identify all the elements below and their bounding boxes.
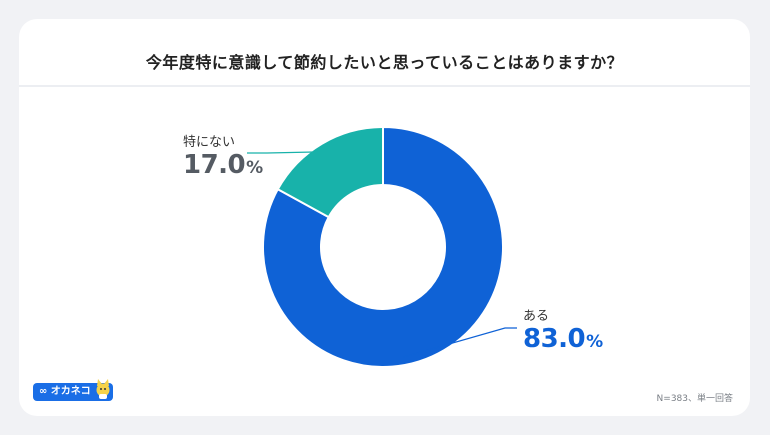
slice-label-yes: ある bbox=[523, 309, 550, 324]
label-yes: ある 83.0% bbox=[523, 305, 603, 354]
donut-chart bbox=[247, 125, 517, 368]
slice-value-none: 17.0% bbox=[183, 150, 263, 180]
title-divider bbox=[19, 85, 750, 87]
chart-title: 今年度特に意識して節約したいと思っていることはありますか？ bbox=[145, 53, 624, 72]
sample-note: N=383、単一回答 bbox=[656, 394, 733, 404]
leader-line-yes bbox=[403, 327, 517, 358]
logo-text: ∞ オカネコ bbox=[39, 386, 91, 397]
cat-mascot-icon bbox=[96, 379, 110, 399]
donut-slice-yes bbox=[262, 125, 504, 368]
slice-value-yes: 83.0% bbox=[523, 324, 603, 354]
slice-label-none: 特にない bbox=[183, 135, 236, 150]
donut-slice-none bbox=[276, 125, 384, 219]
label-none: 特にない 17.0% bbox=[183, 131, 263, 180]
chart-card: 今年度特に意識して節約したいと思っていることはありますか？ 特にない 17.0%… bbox=[19, 19, 750, 416]
okaneko-logo: ∞ オカネコ bbox=[33, 379, 113, 401]
leader-line-none bbox=[247, 151, 321, 154]
